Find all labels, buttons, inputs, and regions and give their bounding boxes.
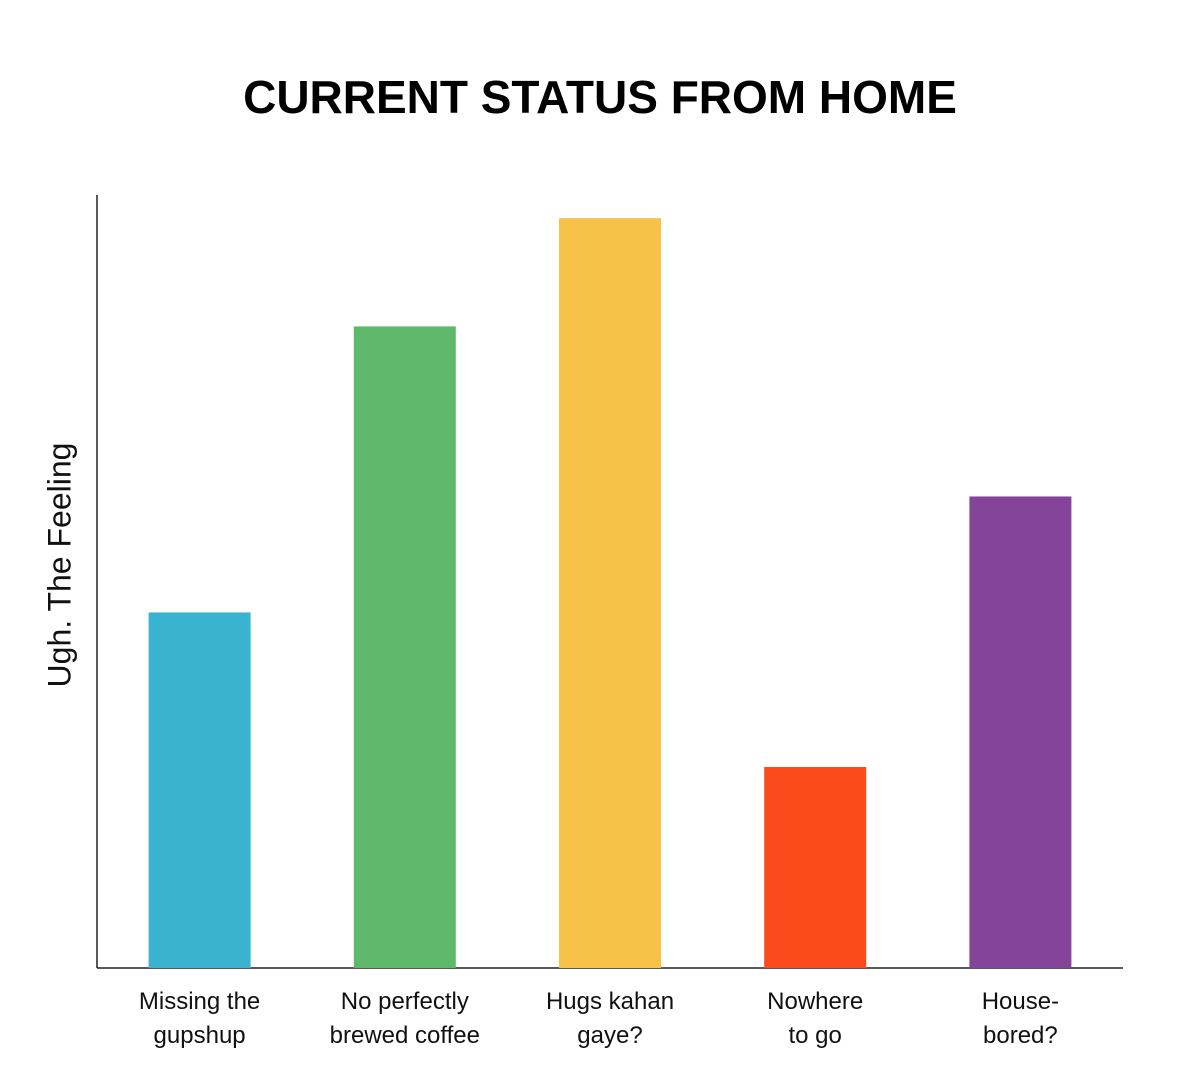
bar (969, 496, 1072, 968)
bar (148, 612, 251, 968)
bar (559, 218, 661, 968)
y-axis-label: Ugh. The Feeling (41, 442, 78, 688)
chart-title: CURRENT STATUS FROM HOME (243, 71, 957, 123)
x-tick-label: Missing the gupshup (138, 988, 261, 1049)
x-tick-label: House- bored? (981, 988, 1060, 1049)
x-tick-label: Hugs kahan gaye? (545, 988, 675, 1049)
x-tick-label: No perfectly brewed coffee (329, 988, 480, 1049)
x-tick-label: Nowhere to go (767, 988, 864, 1049)
bar (764, 767, 867, 968)
bar (353, 326, 456, 968)
